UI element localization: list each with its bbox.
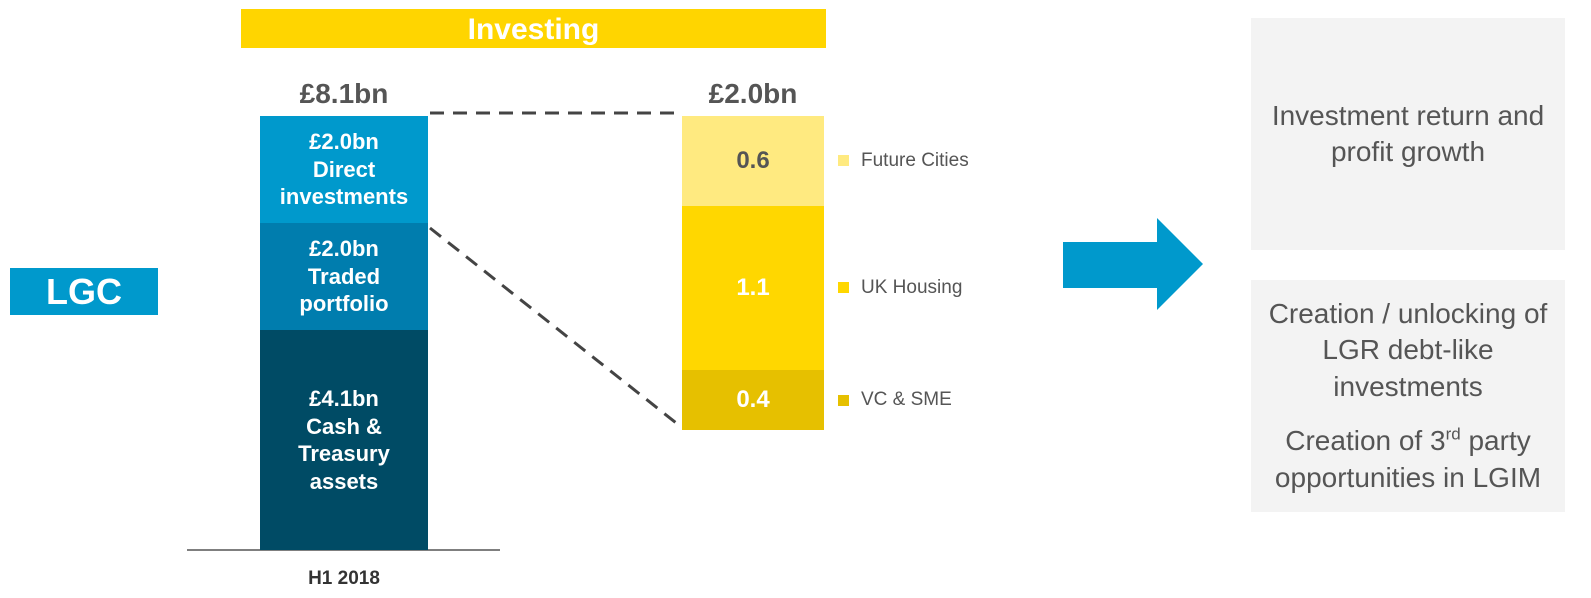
value-label: £2.0bn [309,129,379,155]
legend-swatch [838,282,849,294]
legend-label: VC & SME [861,389,952,411]
bar-segment: 1.1 [682,205,824,371]
total-label: £2.0bn [708,78,798,109]
x-tick-label: H1 2018 [308,568,380,589]
bar-segment: 0.6 [682,116,824,206]
total-label: £8.1bn [299,78,389,109]
outcome-box: Creation / unlocking of LGR debt-like in… [1251,280,1565,512]
outcome-text: Investment return and profit growth [1271,99,1545,167]
bar-segment: £2.0bn Traded portfolio [260,223,428,331]
bar-segment: 0.4 [682,370,824,430]
outcome-text: Creation / unlocking of LGR debt-like in… [1268,298,1548,402]
bar-segment: £2.0bn Direct investments [260,116,428,224]
value-label: £2.0bn [309,236,379,262]
text: rd [1445,424,1461,444]
bar-segment: £4.1bn Cash & Treasury assets [260,330,428,550]
segment-name: Direct investments [279,156,409,210]
legend-item: VC & SME [838,388,952,412]
text: party opportunities in LGIM [1274,425,1542,493]
legend-swatch [838,155,849,167]
segment-name: Traded portfolio [299,263,389,317]
value-label: 0.6 [736,146,770,174]
legend-swatch [838,394,849,406]
legend-item: UK Housing [838,276,962,300]
value-label: 1.1 [736,273,770,301]
banner: Investing [241,9,826,48]
value-label: £4.1bn [309,386,379,412]
outcome-box: Investment return and profit growth [1251,18,1565,250]
legend-label: UK Housing [861,276,963,298]
legend-item: Future Cities [838,149,969,173]
segment-name: Cash & Treasury assets [298,413,390,494]
value-label: 0.4 [736,386,770,414]
outcome-text: Creation of 3rd party opportunities in L… [1251,423,1565,496]
dashed-connector [429,226,681,428]
arrow [1063,218,1203,310]
legend-label: Future Cities [861,149,969,171]
text: Creation of 3 [1285,425,1446,457]
side-label: LGC [10,268,158,315]
